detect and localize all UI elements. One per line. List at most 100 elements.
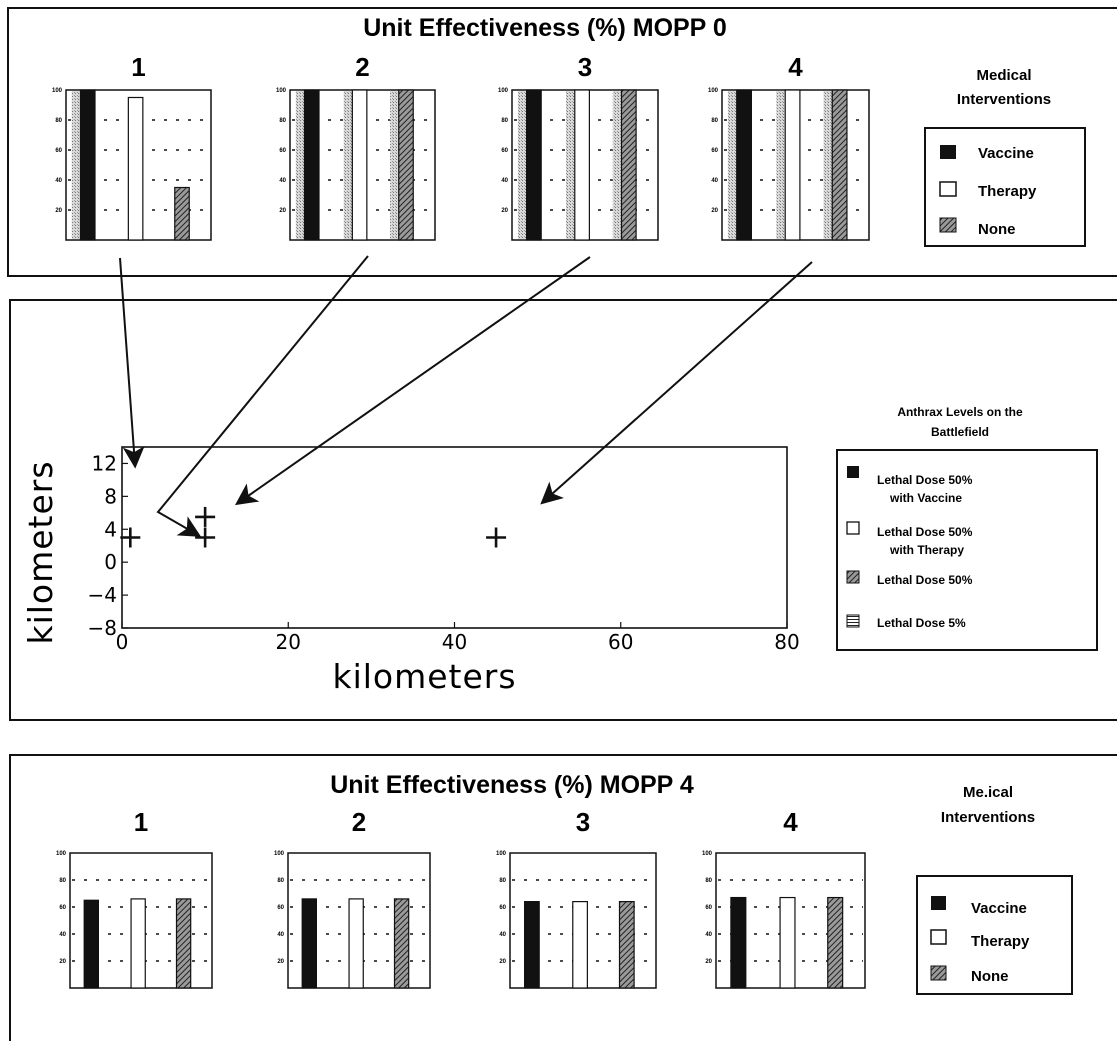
mopp0-bar-none: [620, 89, 637, 241]
vaccine-swatch-icon: [940, 145, 956, 159]
ld50-vaccine-swatch-icon: [847, 466, 859, 478]
map-point-unit-4: [486, 527, 507, 548]
mopp4-title: Unit Effectiveness (%) MOPP 4: [330, 771, 694, 799]
mopp4-panel-frame: [9, 754, 1117, 1041]
mopp0-bar-none: [174, 186, 190, 241]
anthrax-legend-title-2: Battlefield: [931, 425, 989, 439]
mopp4-minichart-label: 2: [352, 807, 366, 837]
mopp4-ytick-label: 60: [59, 905, 66, 911]
anthrax-legend-item-4-line1: Lethal Dose 5%: [877, 616, 966, 630]
mopp0-bar-none: [831, 89, 848, 241]
mopp0-ytick-label: 20: [711, 208, 718, 214]
mopp4-ytick-label: 40: [705, 932, 712, 938]
mopp4-minicharts: 1 100 80 60 40 20 2 100 80 60 40 20 3 100 80 60 40 20 4 100…: [56, 807, 866, 989]
mopp0-bar-vaccine: [303, 89, 320, 241]
mopp4-legend-title-1: Me.ical: [963, 784, 1013, 801]
mopp4-legend-title-2: Interventions: [941, 809, 1035, 826]
map-ytick-label: 0: [104, 550, 117, 574]
mopp0-legend-vaccine: Vaccine: [978, 145, 1034, 162]
mopp4-panel: Unit Effectiveness (%) MOPP 4 1 100 80 60 40…: [9, 754, 1117, 1041]
mopp4-ytick-label: 60: [499, 905, 506, 911]
mopp0-ytick-label: 20: [501, 208, 508, 214]
mopp0-ytick-label: 20: [55, 208, 62, 214]
mopp0-ytick-label: 100: [276, 88, 287, 94]
mopp0-minichart-1: 1 100 80 60 40 20: [52, 52, 212, 241]
mopp0-ytick-label: 40: [55, 178, 62, 184]
mopp4-bar-none: [827, 896, 844, 989]
mopp4-ytick-label: 80: [277, 878, 284, 884]
mopp4-ytick-label: 40: [59, 932, 66, 938]
mopp4-ytick-label: 20: [277, 959, 284, 965]
mopp4-bar-none: [175, 898, 192, 989]
unit-arrows: [119, 255, 813, 537]
mopp0-panel: Unit Effectiveness (%) MOPP 0 1 100 80 60 40…: [7, 7, 1117, 277]
mopp0-bar-therapy: [574, 89, 590, 241]
anthrax-legend-item-3-line1: Lethal Dose 50%: [877, 573, 973, 587]
mopp0-panel-frame: [7, 7, 1117, 277]
mopp0-ytick-label: 40: [501, 178, 508, 184]
mopp4-ytick-label: 100: [496, 851, 507, 857]
mopp0-ytick-label: 40: [711, 178, 718, 184]
mopp4-legend: Me.ical Interventions Vaccine Therapy No…: [916, 784, 1073, 995]
mopp4-ytick-label: 100: [702, 851, 713, 857]
mopp4-legend-therapy: Therapy: [971, 933, 1030, 950]
mopp4-bar-therapy: [572, 900, 588, 989]
anthrax-legend-item-2-line2: with Therapy: [889, 543, 964, 557]
mopp0-minichart-label: 3: [578, 52, 592, 82]
mopp0-ytick-label: 80: [279, 118, 286, 124]
mopp4-ytick-label: 80: [499, 878, 506, 884]
mopp4-bar-therapy: [779, 896, 796, 989]
mopp0-ytick-label: 60: [711, 148, 718, 154]
map-point-unit-1: [120, 527, 141, 548]
mopp0-minichart-4: 4 100 80 60 40 20: [708, 52, 870, 241]
arrow-unit-2: [156, 255, 369, 537]
anthrax-legend: Anthrax Levels on the Battlefield Lethal…: [836, 405, 1098, 651]
arrow-unit-1: [119, 257, 145, 469]
mopp4-minichart-3: 3 100 80 60 40 20: [496, 807, 657, 989]
mopp4-legend-box: [916, 875, 1073, 995]
mopp4-bar-vaccine: [523, 900, 540, 989]
mopp0-title: Unit Effectiveness (%) MOPP 0: [363, 14, 727, 42]
mopp4-minichart-label: 1: [134, 807, 148, 837]
mopp4-ytick-label: 100: [56, 851, 67, 857]
map-point-unit-3: [195, 506, 216, 527]
anthrax-legend-title-1: Anthrax Levels on the: [897, 405, 1023, 419]
mopp0-minichart-label: 4: [788, 52, 803, 82]
mopp0-bar-therapy: [127, 96, 144, 241]
anthrax-legend-item-1-line1: Lethal Dose 50%: [877, 473, 973, 487]
mopp4-minichart-label: 3: [576, 807, 590, 837]
mopp4-ytick-label: 80: [59, 878, 66, 884]
ld50-therapy-swatch-icon: [846, 521, 860, 535]
arrow-unit-4: [540, 261, 813, 505]
map-panel-frame: [9, 299, 1117, 721]
mopp0-ytick-label: 80: [501, 118, 508, 124]
map-ytick-label: −8: [88, 616, 117, 640]
mopp4-legend-none: None: [971, 968, 1009, 985]
mopp0-bar-none: [398, 89, 414, 241]
mopp4-minichart-2: 2 100 80 60 40 20: [274, 807, 431, 989]
mopp0-ytick-label: 60: [501, 148, 508, 154]
mopp0-ytick-label: 100: [498, 88, 509, 94]
mopp0-ytick-label: 60: [279, 148, 286, 154]
mopp4-bar-vaccine: [83, 899, 99, 989]
mopp4-ytick-label: 80: [705, 878, 712, 884]
mopp4-minichart-label: 4: [783, 807, 798, 837]
none-swatch-icon: [939, 217, 957, 233]
mopp0-ytick-label: 20: [279, 208, 286, 214]
mopp4-bar-therapy: [130, 898, 146, 989]
mopp4-ytick-label: 40: [499, 932, 506, 938]
mopp4-ytick-label: 60: [277, 905, 284, 911]
map-xtick-label: 40: [442, 630, 467, 654]
map-ylabel: kilometers: [21, 460, 60, 644]
mopp0-legend-title-2: Interventions: [957, 91, 1051, 108]
anthrax-legend-box: [836, 449, 1098, 651]
map-point-unit-2: [195, 527, 216, 548]
mopp4-bar-vaccine: [730, 896, 747, 989]
none-swatch-icon: [930, 965, 947, 981]
mopp0-bar-therapy: [784, 89, 801, 241]
map-ytick-label: −4: [88, 583, 117, 607]
mopp0-minichart-2: 2 100 80 60 40 20: [276, 52, 436, 241]
mopp0-minichart-label: 2: [355, 52, 369, 82]
